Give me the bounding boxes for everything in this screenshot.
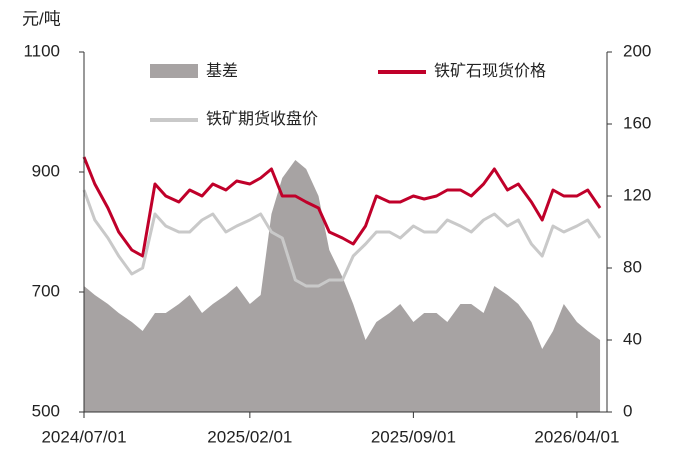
y2-tick-label: 200 (623, 41, 651, 60)
price-line (82, 156, 602, 258)
x-tick-label: 2026/04/01 (534, 427, 619, 446)
x-tick-label: 2024/07/01 (41, 427, 126, 446)
y2-tick-label: 40 (623, 329, 642, 348)
legend-swatch (150, 64, 198, 78)
y-tick-label: 900 (32, 161, 60, 180)
y2-tick-label: 80 (623, 257, 642, 276)
y2-tick-label: 0 (623, 401, 632, 420)
x-tick-label: 2025/02/01 (207, 427, 292, 446)
y-tick-label: 1100 (23, 41, 60, 60)
price-line (82, 189, 602, 288)
x-tick-label: 2025/09/01 (371, 427, 456, 446)
legend-label: 铁矿期货收盘价 (206, 109, 318, 128)
y-tick-label: 500 (32, 401, 60, 420)
y2-tick-label: 160 (623, 113, 651, 132)
legend-label: 铁矿石现货价格 (434, 62, 546, 80)
basis-area (84, 160, 601, 412)
y-tick-label: 700 (32, 281, 60, 300)
y2-tick-label: 120 (623, 185, 651, 204)
legend-label: 基差 (206, 62, 238, 80)
y-axis-label: 元/吨 (22, 9, 61, 28)
